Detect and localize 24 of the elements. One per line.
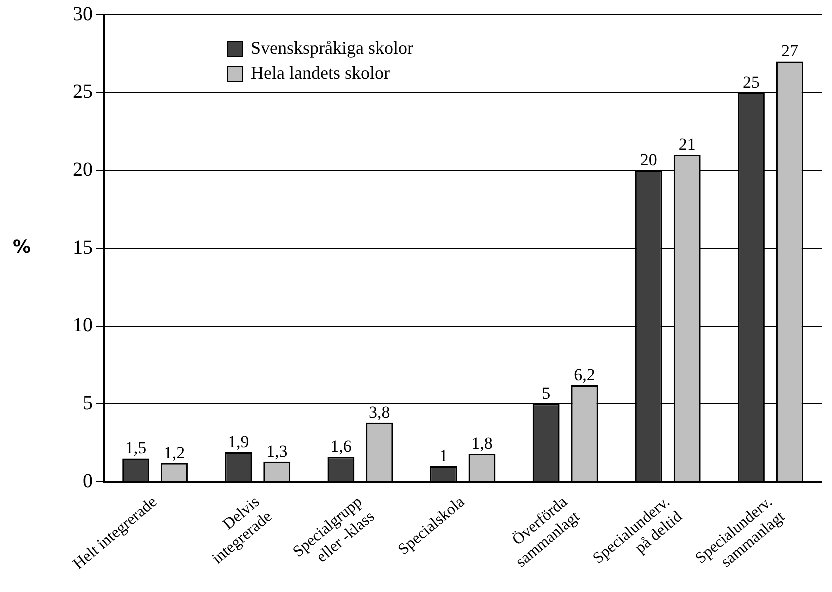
data-label: 6,2	[574, 366, 596, 384]
data-label: 1,3	[266, 442, 288, 461]
y-tick-label: 20	[73, 158, 93, 181]
y-tick-label: 30	[73, 3, 93, 26]
y-tick-label: 5	[83, 392, 93, 414]
y-axis-title: %	[12, 237, 32, 258]
data-label: 3,8	[369, 402, 390, 422]
data-label: 1,6	[330, 437, 352, 456]
data-label: 5	[542, 384, 551, 404]
legend-label: Hela landets skolor	[251, 63, 390, 84]
y-tick-label: 15	[73, 236, 93, 259]
legend-label: Svenskspråkiga skolor	[251, 38, 414, 59]
data-label: 1,5	[125, 438, 147, 458]
data-label: 21	[678, 135, 696, 154]
y-tick-label: 10	[73, 314, 93, 337]
data-label: 20	[640, 150, 658, 170]
data-label: 1	[440, 446, 448, 466]
y-tick-label: 0	[83, 470, 93, 492]
data-label: 25	[742, 72, 760, 92]
data-label: 1,9	[228, 432, 250, 452]
data-label: 1,8	[472, 434, 493, 453]
data-label: 1,2	[164, 443, 186, 462]
y-tick-label: 25	[73, 81, 93, 104]
data-label: 27	[781, 42, 799, 61]
